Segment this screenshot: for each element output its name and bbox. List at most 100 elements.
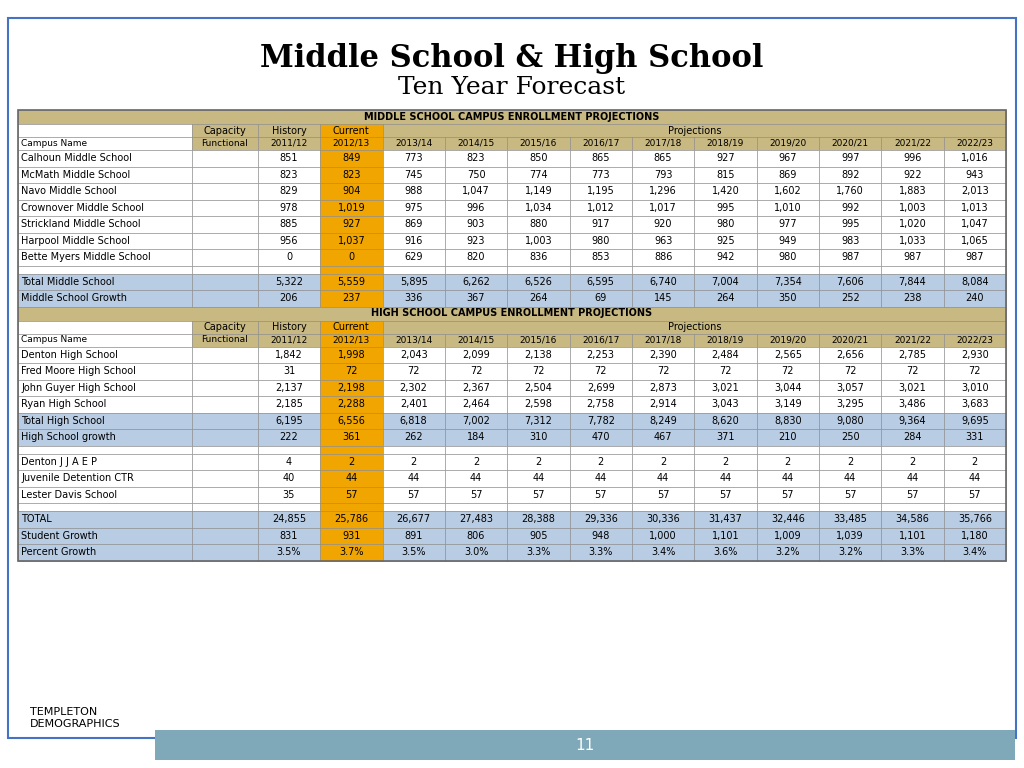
Bar [882,470,944,486]
Bar [191,486,258,503]
Bar [258,266,321,273]
Text: 9,695: 9,695 [961,415,989,425]
Bar [819,511,882,528]
Bar [882,396,944,412]
Text: 69: 69 [595,293,607,303]
Bar [383,412,444,429]
Bar [819,396,882,412]
Text: 7,782: 7,782 [587,415,614,425]
Text: 26,677: 26,677 [396,515,431,525]
Bar [383,290,444,306]
Text: 5,322: 5,322 [275,276,303,286]
Bar [383,445,444,453]
Bar [258,528,321,544]
Bar [18,320,191,333]
Text: 145: 145 [654,293,673,303]
Bar [819,346,882,363]
Bar [18,379,191,396]
Bar [632,167,694,183]
Bar [383,528,444,544]
Text: 2,873: 2,873 [649,382,677,392]
Text: 1,047: 1,047 [462,187,489,197]
Bar [321,396,383,412]
Bar [507,396,569,412]
Bar [632,379,694,396]
Bar [632,216,694,233]
Bar [757,183,819,200]
Text: 371: 371 [716,432,734,442]
Bar [819,333,882,346]
Bar [944,233,1006,249]
Bar [507,445,569,453]
Bar [383,503,444,511]
Text: 2,914: 2,914 [649,399,677,409]
Text: 3,021: 3,021 [899,382,927,392]
Bar [383,544,444,561]
Bar [757,511,819,528]
Bar [383,216,444,233]
Bar [18,306,1006,320]
Bar [18,396,191,412]
Text: 823: 823 [280,170,298,180]
Bar [569,470,632,486]
Text: 44: 44 [781,473,794,483]
Bar [694,167,757,183]
Bar [632,200,694,216]
Text: 2,185: 2,185 [275,399,303,409]
Bar [569,528,632,544]
Bar [632,453,694,470]
Text: 967: 967 [778,154,797,164]
Text: 2,013: 2,013 [961,187,989,197]
Text: 336: 336 [404,293,423,303]
Bar [18,528,191,544]
Text: 2: 2 [473,457,479,467]
Text: High School growth: High School growth [22,432,116,442]
Bar [18,363,191,379]
Bar [258,216,321,233]
Text: 470: 470 [592,432,610,442]
Text: 2013/14: 2013/14 [395,336,432,345]
Bar [694,544,757,561]
Text: 0: 0 [348,252,354,262]
Bar [258,503,321,511]
Bar [321,183,383,200]
Text: Campus Name: Campus Name [22,336,87,345]
Text: 2,401: 2,401 [399,399,428,409]
Text: 745: 745 [404,170,423,180]
Text: 975: 975 [404,203,423,213]
Text: 1,065: 1,065 [961,236,989,246]
Bar [882,486,944,503]
Text: 57: 57 [906,490,919,500]
Text: Strickland Middle School: Strickland Middle School [22,219,140,230]
Text: 30,336: 30,336 [646,515,680,525]
Text: History: History [271,125,306,135]
Bar [191,249,258,266]
Bar [321,445,383,453]
Bar [819,200,882,216]
Text: 2,367: 2,367 [462,382,489,392]
Bar [694,429,757,445]
Text: 2,656: 2,656 [837,349,864,359]
Bar [694,266,757,273]
Text: 8,620: 8,620 [712,415,739,425]
Bar [944,290,1006,306]
Text: 1,195: 1,195 [587,187,614,197]
Text: 865: 865 [592,154,610,164]
Bar [258,233,321,249]
Bar [321,544,383,561]
Text: 1,101: 1,101 [712,531,739,541]
Bar [882,511,944,528]
Bar [191,453,258,470]
Text: 3.4%: 3.4% [963,548,987,558]
Text: 2: 2 [909,457,915,467]
Text: 956: 956 [280,236,298,246]
Text: 927: 927 [342,219,360,230]
Bar [819,470,882,486]
Bar [444,396,507,412]
Text: 2,484: 2,484 [712,349,739,359]
Bar [191,137,258,150]
Bar [258,320,321,333]
Bar [383,150,444,167]
Bar [321,249,383,266]
Text: 948: 948 [592,531,610,541]
